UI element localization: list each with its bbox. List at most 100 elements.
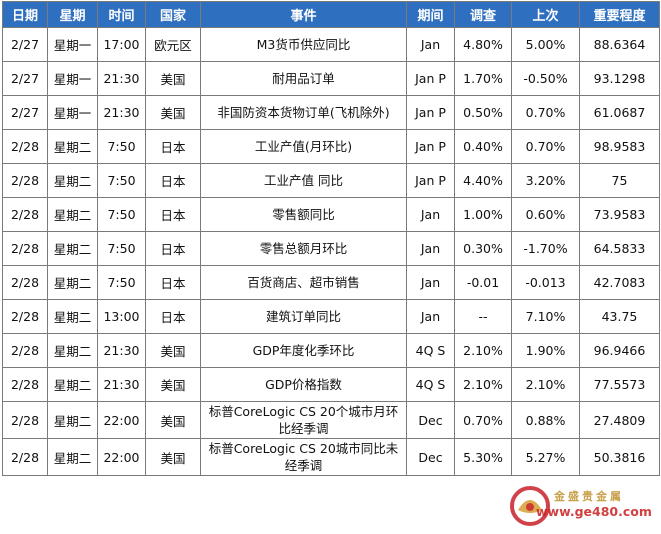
cell-prior: -0.013 (511, 265, 580, 300)
table-row: 2/27 星期一 21:30 美国 耐用品订单 Jan P 1.70% -0.50% 93.12… (2, 61, 660, 96)
cell-event: 标普CoreLogic CS 20城市同比未经季调 (200, 438, 407, 476)
cell-event: 零售额同比 (200, 197, 407, 232)
cell-time: 22:00 (97, 438, 146, 476)
table-row: 2/28 星期二 22:00 美国 标普CoreLogic CS 20个城市月环比经季调… (2, 401, 660, 439)
cell-date: 2/28 (2, 367, 48, 402)
cell-weekday: 星期二 (47, 163, 98, 198)
cell-time: 7:50 (97, 163, 146, 198)
cell-importance: 43.75 (579, 299, 660, 334)
cell-period: Jan (406, 27, 455, 62)
cell-importance: 42.7083 (579, 265, 660, 300)
cell-prior: 5.00% (511, 27, 580, 62)
col-header-weekday: 星期 (47, 1, 98, 28)
cell-country: 美国 (145, 333, 201, 368)
cell-date: 2/27 (2, 27, 48, 62)
table-row: 2/28 星期二 7:50 日本 零售总额月环比 Jan 0.30% -1.70% 64.583… (2, 231, 660, 266)
cell-importance: 50.3816 (579, 438, 660, 476)
cell-prior: 1.90% (511, 333, 580, 368)
cell-importance: 64.5833 (579, 231, 660, 266)
cell-country: 美国 (145, 61, 201, 96)
col-header-country: 国家 (145, 1, 201, 28)
cell-time: 17:00 (97, 27, 146, 62)
col-header-period: 期间 (406, 1, 455, 28)
cell-time: 7:50 (97, 265, 146, 300)
cell-date: 2/28 (2, 231, 48, 266)
cell-prior: -0.50% (511, 61, 580, 96)
cell-period: Jan P (406, 61, 455, 96)
cell-event: 耐用品订单 (200, 61, 407, 96)
table-row: 2/27 星期一 17:00 欧元区 M3货币供应同比 Jan 4.80% 5.00% 88.6… (2, 27, 660, 62)
cell-prior: 7.10% (511, 299, 580, 334)
cell-prior: 0.70% (511, 129, 580, 164)
cell-period: Dec (406, 438, 455, 476)
cell-period: Jan P (406, 95, 455, 130)
cell-weekday: 星期二 (47, 197, 98, 232)
cell-survey: 4.80% (454, 27, 512, 62)
cell-time: 7:50 (97, 129, 146, 164)
cell-survey: -- (454, 299, 512, 334)
cell-date: 2/28 (2, 333, 48, 368)
cell-time: 21:30 (97, 333, 146, 368)
cell-country: 美国 (145, 401, 201, 439)
cell-importance: 61.0687 (579, 95, 660, 130)
col-header-prior: 上次 (511, 1, 580, 28)
cell-event: 工业产值 同比 (200, 163, 407, 198)
cell-weekday: 星期一 (47, 95, 98, 130)
cell-survey: 0.50% (454, 95, 512, 130)
cell-event: 零售总额月环比 (200, 231, 407, 266)
cell-weekday: 星期二 (47, 438, 98, 476)
cell-period: Jan (406, 299, 455, 334)
cell-weekday: 星期二 (47, 265, 98, 300)
cell-date: 2/28 (2, 129, 48, 164)
cell-prior: 0.88% (511, 401, 580, 439)
cell-importance: 77.5573 (579, 367, 660, 402)
table-row: 2/28 星期二 7:50 日本 工业产值(月环比) Jan P 0.40% 0.70% 98.… (2, 129, 660, 164)
cell-time: 13:00 (97, 299, 146, 334)
cell-period: Jan (406, 265, 455, 300)
cell-country: 美国 (145, 438, 201, 476)
cell-time: 22:00 (97, 401, 146, 439)
cell-prior: 3.20% (511, 163, 580, 198)
cell-country: 日本 (145, 163, 201, 198)
cell-importance: 88.6364 (579, 27, 660, 62)
cell-period: Jan P (406, 129, 455, 164)
cell-prior: 5.27% (511, 438, 580, 476)
cell-country: 美国 (145, 95, 201, 130)
table-row: 2/28 星期二 22:00 美国 标普CoreLogic CS 20城市同比未经季调 D… (2, 438, 660, 476)
cell-importance: 93.1298 (579, 61, 660, 96)
cell-event: GDP价格指数 (200, 367, 407, 402)
cell-country: 日本 (145, 265, 201, 300)
cell-event: 建筑订单同比 (200, 299, 407, 334)
cell-event: M3货币供应同比 (200, 27, 407, 62)
cell-survey: 4.40% (454, 163, 512, 198)
cell-weekday: 星期二 (47, 367, 98, 402)
cell-time: 7:50 (97, 231, 146, 266)
cell-event: 标普CoreLogic CS 20个城市月环比经季调 (200, 401, 407, 439)
cell-country: 美国 (145, 367, 201, 402)
col-header-event: 事件 (200, 1, 407, 28)
cell-date: 2/28 (2, 438, 48, 476)
cell-weekday: 星期二 (47, 299, 98, 334)
cell-survey: -0.01 (454, 265, 512, 300)
cell-event: 工业产值(月环比) (200, 129, 407, 164)
cell-prior: 0.70% (511, 95, 580, 130)
table-row: 2/27 星期一 21:30 美国 非国防资本货物订单(飞机除外) Jan P 0.50% 0… (2, 95, 660, 130)
cell-time: 7:50 (97, 197, 146, 232)
cell-importance: 96.9466 (579, 333, 660, 368)
cell-survey: 1.70% (454, 61, 512, 96)
cell-weekday: 星期二 (47, 129, 98, 164)
cell-survey: 5.30% (454, 438, 512, 476)
cell-importance: 73.9583 (579, 197, 660, 232)
cell-period: 4Q S (406, 333, 455, 368)
table-header: 日期 星期 时间 国家 事件 期间 调查 上次 重要程度 (2, 1, 660, 28)
header-row: 日期 星期 时间 国家 事件 期间 调查 上次 重要程度 (2, 1, 660, 28)
cell-date: 2/28 (2, 401, 48, 439)
cell-period: Jan (406, 231, 455, 266)
cell-event: 非国防资本货物订单(飞机除外) (200, 95, 407, 130)
col-header-time: 时间 (97, 1, 146, 28)
cell-prior: 2.10% (511, 367, 580, 402)
table-row: 2/28 星期二 7:50 日本 工业产值 同比 Jan P 4.40% 3.20% 75 (2, 163, 660, 198)
cell-weekday: 星期一 (47, 27, 98, 62)
cell-survey: 2.10% (454, 367, 512, 402)
cell-prior: 0.60% (511, 197, 580, 232)
